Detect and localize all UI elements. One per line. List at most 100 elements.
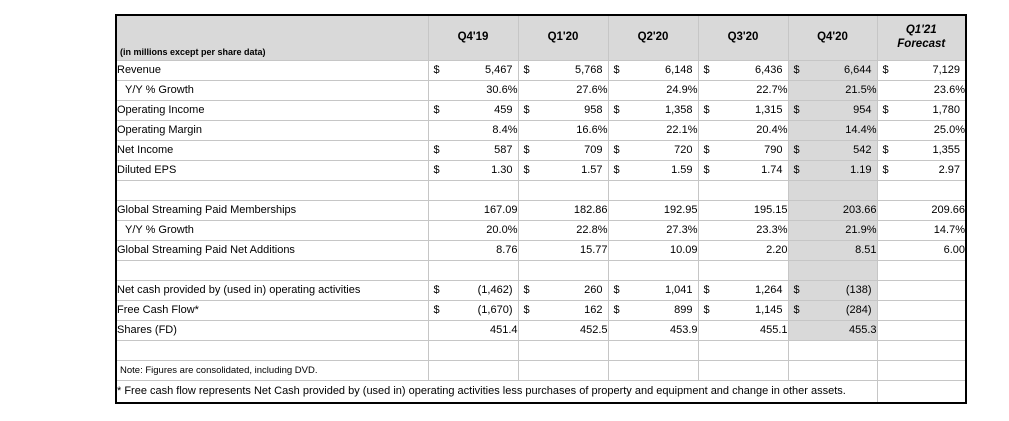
row-label: Y/Y % Growth [116, 80, 429, 101]
table-cell: $ (284) [788, 300, 878, 321]
accounting-cell: $587 [429, 145, 518, 156]
dollar-sign: $ [613, 64, 620, 76]
dollar-sign: $ [433, 164, 440, 176]
table-cell: 22.1% [608, 120, 699, 141]
table-cell: $709 [518, 140, 609, 161]
quarterly-financials-table: (in millions except per share data) Q4'19… [115, 14, 967, 404]
accounting-cell: $ (1,462) [429, 285, 518, 296]
table-cell: $260 [518, 280, 609, 301]
table-cell-empty [877, 280, 966, 301]
table-cell-empty [428, 180, 519, 201]
dollar-sign: $ [613, 284, 620, 296]
accounting-cell: $1.59 [609, 165, 698, 176]
table-cell: $790 [698, 140, 789, 161]
table-header-row: (in millions except per share data) Q4'19… [116, 15, 966, 61]
table-cell: 182.86 [518, 200, 609, 221]
table-cell-empty [788, 360, 878, 381]
accounting-cell: $899 [609, 305, 698, 316]
accounting-cell: $720 [609, 145, 698, 156]
accounting-cell: $459 [429, 105, 518, 116]
accounting-cell: $1.74 [699, 165, 788, 176]
table-cell: 21.5% [788, 80, 878, 101]
table-cell: 452.5 [518, 320, 609, 341]
dollar-sign: $ [703, 144, 710, 156]
accounting-cell: $2.97 [878, 165, 966, 176]
table-cell: 20.4% [698, 120, 789, 141]
table-cell: 167.09 [428, 200, 519, 221]
cell-value: 260 [584, 284, 603, 296]
table-cell: 27.3% [608, 220, 699, 241]
dollar-sign: $ [433, 284, 440, 296]
dollar-sign: $ [433, 304, 440, 316]
cell-value: 1,041 [664, 284, 693, 296]
dollar-sign: $ [523, 304, 530, 316]
cell-value: (1,462) [477, 284, 513, 296]
table-cell-empty [518, 360, 609, 381]
dollar-sign: $ [613, 104, 620, 116]
table-cell: $459 [428, 100, 519, 121]
table-cell: $1,355 [877, 140, 966, 161]
footnote-row: * Free cash flow represents Net Cash pro… [116, 380, 966, 404]
table-row: Free Cash Flow* $ (1,670) $162 $899 $1,145 $ (2… [116, 300, 966, 321]
dollar-sign: $ [613, 304, 620, 316]
cell-value: 162 [584, 304, 603, 316]
column-header-label: Q1'21 [905, 24, 937, 37]
table-cell: $954 [788, 100, 878, 121]
cell-value: 790 [764, 144, 783, 156]
accounting-cell: $709 [519, 145, 608, 156]
row-label: Net Income [116, 140, 429, 161]
cell-value: 958 [584, 104, 603, 116]
table-cell-empty [608, 360, 699, 381]
accounting-cell: $260 [519, 285, 608, 296]
table-cell: 8.51 [788, 240, 878, 261]
dollar-sign: $ [703, 164, 710, 176]
table-cell: $2.97 [877, 160, 966, 181]
dollar-sign: $ [523, 64, 530, 76]
table-cell-empty [877, 260, 966, 281]
table-cell: $6,436 [698, 60, 789, 81]
table-cell-empty [428, 260, 519, 281]
table-cell: 195.15 [698, 200, 789, 221]
column-header-label: Q1'20 [547, 31, 579, 44]
cell-value: 709 [584, 144, 603, 156]
dollar-sign: $ [703, 64, 710, 76]
cell-value: 1.57 [581, 164, 603, 176]
row-label: Diluted EPS [116, 160, 429, 181]
spacer-row [116, 260, 966, 281]
table-cell: 20.0% [428, 220, 519, 241]
table-row: Operating Margin 8.4% 16.6% 22.1% 20.4% 14.4%… [116, 120, 966, 141]
column-header: Q3'20 [698, 15, 789, 61]
accounting-cell: $6,148 [609, 65, 698, 76]
dollar-sign: $ [793, 64, 800, 76]
dollar-sign: $ [433, 104, 440, 116]
table-cell: 30.6% [428, 80, 519, 101]
row-label: Revenue [116, 60, 429, 81]
cell-value: (138) [845, 284, 872, 296]
dollar-sign: $ [613, 144, 620, 156]
accounting-cell: $1,264 [699, 285, 788, 296]
table-row: Shares (FD) 451.4 452.5 453.9 455.1 455.3 [116, 320, 966, 341]
spacer-row [116, 340, 966, 361]
dollar-sign: $ [882, 164, 889, 176]
table-cell-empty [877, 380, 966, 404]
accounting-cell: $1.19 [789, 165, 877, 176]
cell-value: 720 [674, 144, 693, 156]
table-cell: 455.1 [698, 320, 789, 341]
table-cell: $5,768 [518, 60, 609, 81]
accounting-cell: $1,355 [878, 145, 966, 156]
accounting-cell: $162 [519, 305, 608, 316]
table-cell: $958 [518, 100, 609, 121]
table-cell: $1.59 [608, 160, 699, 181]
column-header: Q4'20 [788, 15, 878, 61]
footnote: * Free cash flow represents Net Cash pro… [116, 380, 878, 404]
table-cell: 24.9% [608, 80, 699, 101]
column-header-label: Q4'20 [817, 31, 848, 44]
table-cell: 23.6% [877, 80, 966, 101]
dollar-sign: $ [703, 104, 710, 116]
row-label: Shares (FD) [116, 320, 429, 341]
dollar-sign: $ [703, 304, 710, 316]
accounting-cell: $6,436 [699, 65, 788, 76]
table-cell: $ (1,462) [428, 280, 519, 301]
row-label [116, 340, 429, 361]
